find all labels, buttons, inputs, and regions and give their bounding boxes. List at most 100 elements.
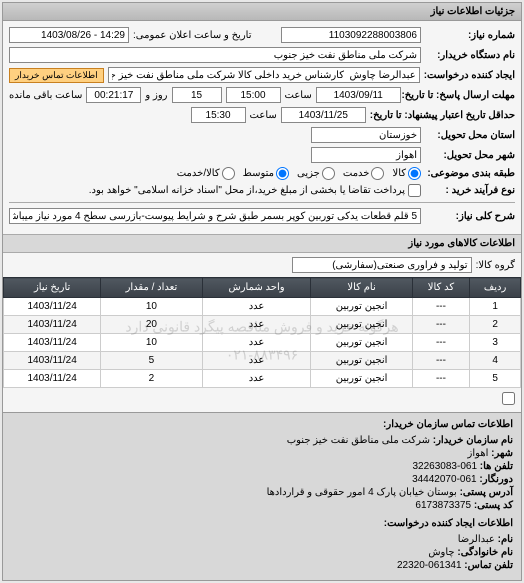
table-cell: --- xyxy=(412,352,470,370)
panel-title: جزئیات اطلاعات نیاز xyxy=(3,3,521,21)
time-label-1: ساعت xyxy=(285,90,312,101)
days-field[interactable] xyxy=(172,87,222,103)
group-label: گروه کالا: xyxy=(476,260,515,271)
table-cell: انجین توربین xyxy=(311,316,412,334)
remain-time-field xyxy=(86,87,141,103)
table-cell: 1403/11/24 xyxy=(4,370,101,388)
reqno-label: شماره نیاز: xyxy=(425,30,515,41)
org-city-line: شهر: اهواز xyxy=(11,447,513,460)
radio-service-input[interactable] xyxy=(371,167,384,180)
table-cell: انجین توربین xyxy=(311,334,412,352)
row-reqno: شماره نیاز: تاریخ و ساعت اعلان عمومی: xyxy=(9,25,515,45)
col-row: ردیف xyxy=(470,278,521,298)
city-field[interactable] xyxy=(311,147,421,163)
table-row[interactable]: 4---انجین توربینعدد51403/11/24 xyxy=(4,352,521,370)
radio-goods[interactable]: کالا xyxy=(392,167,421,180)
creator-fname-line: نام: عبدالرضا xyxy=(11,533,513,546)
reqno-field[interactable] xyxy=(281,27,421,43)
creator-lname-line: نام خانوادگی: چاوش xyxy=(11,546,513,559)
col-qty: تعداد / مقدار xyxy=(101,278,202,298)
table-cell: 10 xyxy=(101,334,202,352)
goods-table: ردیف کد کالا نام کالا واحد شمارش تعداد /… xyxy=(3,277,521,388)
radio-cash-input[interactable] xyxy=(222,167,235,180)
org-title: اطلاعات تماس سازمان خریدار: xyxy=(11,417,513,434)
table-cell: --- xyxy=(412,298,470,316)
table-cell: 1403/11/24 xyxy=(4,352,101,370)
table-cell: 1 xyxy=(470,298,521,316)
row-need-title: شرح کلی نیاز: xyxy=(9,206,515,226)
table-cell: 5 xyxy=(470,370,521,388)
table-cell: 5 xyxy=(101,352,202,370)
col-unit: واحد شمارش xyxy=(202,278,311,298)
topic-radio-group: کالا خدمت جزیی متوسط کالا/خدمت xyxy=(177,167,421,180)
need-title-label: شرح کلی نیاز: xyxy=(425,211,515,222)
reply-time-field[interactable] xyxy=(226,87,281,103)
contact-buyer-button[interactable]: اطلاعات تماس خریدار xyxy=(9,68,104,83)
org-tel-line: تلفن ها: 061-32263083 xyxy=(11,460,513,473)
goods-tbody: 1---انجین توربینعدد101403/11/242---انجین… xyxy=(4,298,521,388)
org-zip-line: کد پستی: 6173873375 xyxy=(11,499,513,512)
table-row[interactable]: 1---انجین توربینعدد101403/11/24 xyxy=(4,298,521,316)
announce-field[interactable] xyxy=(9,27,129,43)
radio-service[interactable]: خدمت xyxy=(343,167,385,180)
creator-title: اطلاعات ایجاد کننده درخواست: xyxy=(11,516,513,533)
process-checkbox-label[interactable]: پرداخت تقاضا یا بخشی از مبلغ خرید،از محل… xyxy=(89,184,421,197)
credit-date-field[interactable] xyxy=(281,107,366,123)
table-cell: انجین توربین xyxy=(311,298,412,316)
process-label: نوع فرآیند خرید : xyxy=(425,185,515,196)
buyer-label: نام دستگاه خریدار: xyxy=(425,50,515,61)
days-label: روز و xyxy=(145,90,167,101)
table-cell: 10 xyxy=(101,298,202,316)
table-row[interactable]: 5---انجین توربینعدد21403/11/24 xyxy=(4,370,521,388)
table-cell: 3 xyxy=(470,334,521,352)
buyer-field[interactable] xyxy=(9,47,421,63)
credit-time-field[interactable] xyxy=(191,107,246,123)
goods-table-wrap: ردیف کد کالا نام کالا واحد شمارش تعداد /… xyxy=(3,277,521,388)
radio-mid-input[interactable] xyxy=(276,167,289,180)
table-cell: عدد xyxy=(202,334,311,352)
table-cell: 1403/11/24 xyxy=(4,334,101,352)
creator-field[interactable] xyxy=(108,67,420,83)
pager-area xyxy=(3,388,521,412)
row-creator: ایجاد کننده درخواست: اطلاعات تماس خریدار xyxy=(9,65,515,85)
table-cell: 2 xyxy=(470,316,521,334)
process-note: پرداخت تقاضا یا بخشی از مبلغ خرید،از محل… xyxy=(89,185,405,196)
row-reply-deadline: مهلت ارسال پاسخ: تا تاریخ: ساعت روز و سا… xyxy=(9,85,515,105)
org-section: اطلاعات تماس سازمان خریدار: نام سازمان خ… xyxy=(3,412,521,580)
province-field[interactable] xyxy=(311,127,421,143)
table-cell: عدد xyxy=(202,352,311,370)
table-row[interactable]: 3---انجین توربینعدد101403/11/24 xyxy=(4,334,521,352)
group-field[interactable] xyxy=(292,257,472,273)
city-label: شهر محل تحویل: xyxy=(425,150,515,161)
row-buyer: نام دستگاه خریدار: xyxy=(9,45,515,65)
radio-cash[interactable]: کالا/خدمت xyxy=(177,167,235,180)
reply-date-field[interactable] xyxy=(316,87,401,103)
radio-part[interactable]: جزیی xyxy=(297,167,335,180)
topic-label: طبقه بندی موضوعی: xyxy=(425,168,515,179)
radio-part-input[interactable] xyxy=(322,167,335,180)
time-label-2: ساعت xyxy=(250,110,277,121)
creator-phone-line: تلفن تماس: 061341-22320 xyxy=(11,559,513,572)
announce-label: تاریخ و ساعت اعلان عمومی: xyxy=(133,30,252,41)
process-checkbox[interactable] xyxy=(408,184,421,197)
table-cell: عدد xyxy=(202,298,311,316)
details-panel: جزئیات اطلاعات نیاز شماره نیاز: تاریخ و … xyxy=(2,2,522,581)
radio-goods-input[interactable] xyxy=(408,167,421,180)
table-cell: --- xyxy=(412,316,470,334)
table-cell: 1403/11/24 xyxy=(4,298,101,316)
table-cell: انجین توربین xyxy=(311,370,412,388)
creator-label: ایجاد کننده درخواست: xyxy=(424,70,515,81)
table-cell: 2 xyxy=(101,370,202,388)
need-title-field[interactable] xyxy=(9,208,421,224)
table-cell: انجین توربین xyxy=(311,352,412,370)
select-all-checkbox[interactable] xyxy=(502,392,515,405)
org-name-line: نام سازمان خریدار: شرکت ملی مناطق نفت خی… xyxy=(11,434,513,447)
table-cell: عدد xyxy=(202,370,311,388)
table-cell: --- xyxy=(412,370,470,388)
goods-section-title: اطلاعات کالاهای مورد نیاز xyxy=(3,234,521,253)
table-cell: عدد xyxy=(202,316,311,334)
goods-thead: ردیف کد کالا نام کالا واحد شمارش تعداد /… xyxy=(4,278,521,298)
table-row[interactable]: 2---انجین توربینعدد201403/11/24 xyxy=(4,316,521,334)
radio-mid[interactable]: متوسط xyxy=(243,167,289,180)
form-body: شماره نیاز: تاریخ و ساعت اعلان عمومی: نا… xyxy=(3,21,521,230)
